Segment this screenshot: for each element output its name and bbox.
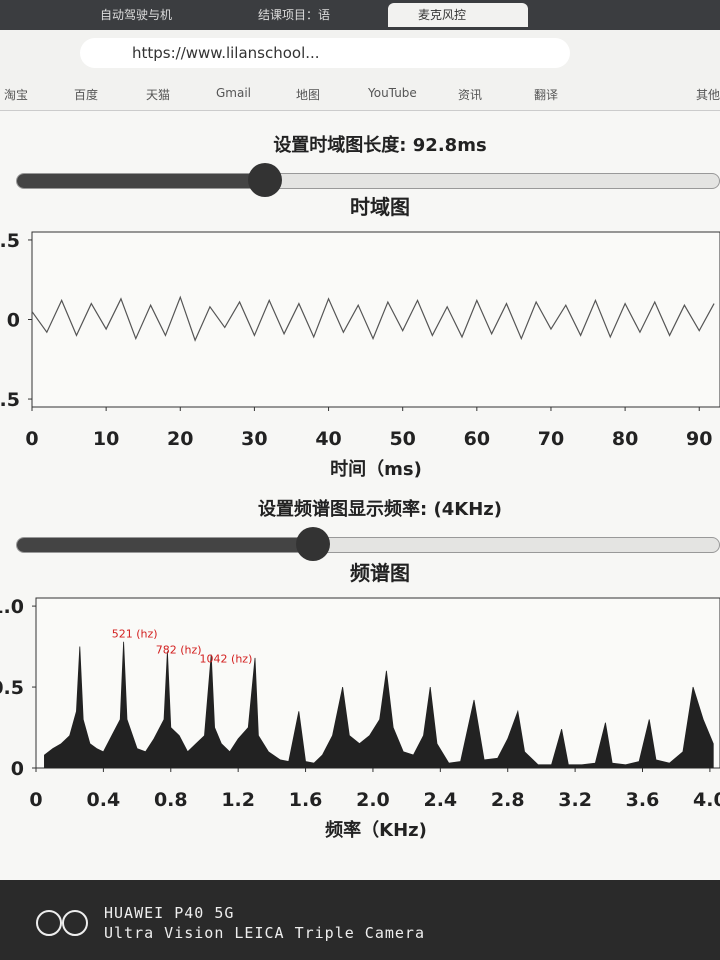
bookmark[interactable]: 淘宝: [4, 88, 29, 102]
bookmark[interactable]: Gmail: [216, 86, 252, 100]
chart-title: 频谱图: [350, 561, 410, 585]
x-tick-label: 2.0: [356, 789, 390, 811]
x-tick-label: 30: [241, 428, 267, 450]
x-tick-label: 60: [464, 428, 490, 450]
photo-border: [0, 880, 720, 960]
peak-annotation: 521 (hz): [112, 628, 158, 641]
bookmark[interactable]: 其他: [696, 88, 720, 102]
watermark: HUAWEI P40 5G: [104, 904, 235, 922]
spectrum: [44, 641, 714, 769]
bookmark[interactable]: YouTube: [368, 86, 417, 100]
x-tick-label: 0.4: [87, 789, 121, 811]
tab[interactable]: 结课项目：语: [258, 8, 331, 22]
x-tick-label: 80: [612, 428, 638, 450]
x-tick-label: 20: [167, 428, 193, 450]
chart-title: 时域图: [350, 195, 410, 219]
bookmark[interactable]: 百度: [74, 88, 99, 102]
x-tick-label: 90: [686, 428, 712, 450]
logo-ring: [62, 910, 88, 936]
x-tick-label: 40: [315, 428, 341, 450]
waveform: [31, 295, 715, 342]
x-tick-label: 70: [538, 428, 564, 450]
logo-ring: [36, 910, 62, 936]
x-tick-label: 10: [93, 428, 119, 450]
address-bar: https://www.lilanschool...: [0, 30, 720, 76]
x-tick-label: 0.8: [154, 789, 188, 811]
y-tick-label: 0.5: [0, 230, 20, 252]
plot-frame: [31, 231, 720, 408]
bookmark[interactable]: 翻译: [534, 88, 559, 102]
tab[interactable]: 麦克风控: [388, 3, 528, 27]
x-axis-label: 频率（KHz): [325, 819, 427, 841]
bookmark[interactable]: 地图: [296, 88, 321, 102]
watermark: Ultra Vision LEICA Triple Camera: [104, 924, 425, 942]
x-axis-label: 时间（ms): [330, 459, 422, 480]
y-tick-label: 1.0: [0, 596, 24, 618]
x-tick-label: 2.8: [491, 789, 525, 811]
slider[interactable]: [16, 537, 720, 553]
y-tick-label: 0: [7, 310, 20, 332]
bookmark[interactable]: 天猫: [146, 88, 171, 102]
tab[interactable]: 自动驾驶与机: [100, 8, 173, 22]
bookmarks-bar: 淘宝 百度 天猫 Gmail 地图 YouTube 资讯 翻译 其他: [0, 76, 720, 111]
x-tick-label: 4.0: [693, 789, 720, 811]
x-tick-label: 50: [389, 428, 415, 450]
y-tick-label: 0.5: [0, 677, 24, 699]
x-tick-label: 0: [25, 428, 38, 450]
y-tick-label: -0.5: [0, 389, 20, 411]
x-tick-label: 0: [29, 789, 42, 811]
x-tick-label: 1.2: [221, 789, 255, 811]
x-tick-label: 2.4: [423, 789, 457, 811]
peak-annotation: 1042 (hz): [200, 653, 253, 666]
x-tick-label: 3.2: [558, 789, 592, 811]
bookmark[interactable]: 资讯: [458, 88, 483, 102]
url-field[interactable]: https://www.lilanschool...: [80, 38, 570, 68]
x-tick-label: 1.6: [289, 789, 323, 811]
charts: 时域图-0.500.50102030405060708090时间（ms)频谱图0…: [0, 195, 720, 841]
slider-thumb[interactable]: [296, 527, 330, 561]
slider-label: 设置时域图长度: 92.8ms: [273, 135, 487, 156]
y-tick-label: 0: [11, 758, 24, 780]
slider-thumb[interactable]: [248, 163, 282, 197]
slider[interactable]: [16, 173, 720, 189]
slider-label: 设置频谱图显示频率: (4KHz): [258, 499, 502, 520]
x-tick-label: 3.6: [626, 789, 660, 811]
tab-bar: 自动驾驶与机 结课项目：语 麦克风控: [0, 0, 720, 30]
peak-annotation: 782 (hz): [156, 643, 202, 656]
